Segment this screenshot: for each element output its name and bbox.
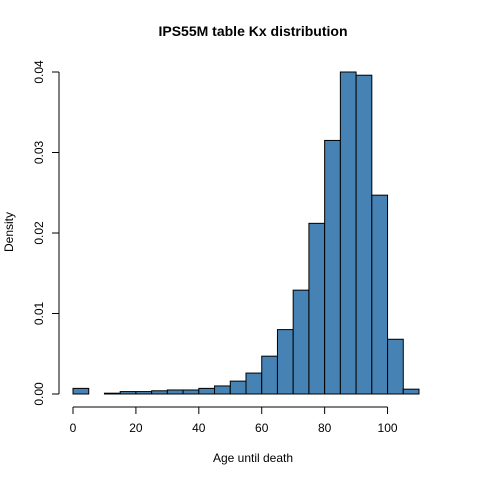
x-tick-label: 60	[255, 421, 269, 435]
histogram-bar-15-20	[119, 391, 137, 395]
histogram-bar-45-50	[214, 385, 231, 395]
histogram-bar-70-75	[292, 289, 310, 395]
histogram-bar-80-85	[324, 139, 341, 395]
x-tick-label: 80	[318, 421, 332, 435]
bars-group	[72, 71, 420, 395]
histogram-bar-25-30	[151, 390, 168, 395]
histogram-bar-90-95	[355, 74, 373, 395]
histogram-bar-55-60	[245, 372, 263, 395]
histogram-bar-30-35	[166, 389, 184, 395]
histogram-bar-0-5	[72, 387, 90, 395]
x-tick-label: 40	[192, 421, 206, 435]
histogram-bar-65-70	[276, 329, 294, 395]
x-axis: 0 20 40 60 80 100	[70, 406, 398, 435]
x-axis-label: Age until death	[213, 451, 293, 465]
x-tick-label: 20	[129, 421, 143, 435]
y-tick-label: 0.04	[32, 60, 46, 84]
x-tick-label: 0	[70, 421, 77, 435]
histogram-bar-20-25	[135, 391, 153, 395]
histogram-bar-75-80	[308, 222, 326, 395]
y-axis: 0.00 0.01 0.02 0.03 0.04	[32, 60, 60, 406]
histogram-bar-10-15	[103, 392, 121, 395]
y-axis-label: Density	[2, 212, 16, 252]
histogram-bar-60-65	[261, 355, 278, 395]
y-tick-label: 0.00	[32, 382, 46, 406]
x-tick-label: 100	[378, 421, 398, 435]
chart-title: IPS55M table Kx distribution	[158, 23, 347, 39]
histogram-bar-50-55	[229, 380, 247, 395]
histogram-bar-100-105	[387, 338, 404, 395]
y-tick-label: 0.03	[32, 140, 46, 164]
y-tick-label: 0.01	[32, 301, 46, 325]
y-tick-label: 0.02	[32, 221, 46, 245]
histogram-bar-95-100	[371, 194, 389, 395]
histogram-bar-35-40	[182, 389, 200, 395]
histogram-bar-105-110	[402, 388, 420, 395]
histogram-bar-40-45	[198, 387, 216, 395]
histogram-bar-85-90	[339, 71, 357, 395]
